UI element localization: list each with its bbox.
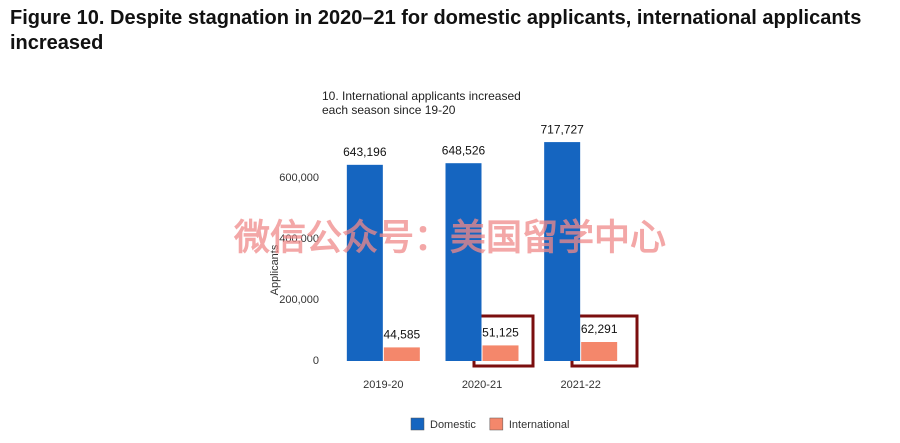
x-tick-label: 2019-20 (363, 379, 403, 391)
value-label: 648,526 (442, 143, 486, 157)
y-tick-label: 200,000 (279, 294, 319, 306)
legend-swatch (489, 417, 504, 431)
y-axis-label: Applicants (269, 244, 281, 295)
y-tick-label: 400,000 (279, 233, 319, 245)
y-tick-label: 600,000 (279, 172, 319, 184)
value-label: 643,196 (343, 145, 387, 159)
bar (544, 142, 581, 361)
bar (346, 164, 383, 361)
value-label: 62,291 (581, 322, 618, 336)
x-tick-label: 2021-22 (560, 379, 600, 391)
bar (482, 345, 519, 361)
chart-title: 10. International applicants increased e… (322, 89, 521, 117)
legend-label: International (509, 419, 570, 431)
bar (445, 163, 482, 361)
y-tick-label: 0 (313, 355, 319, 367)
legend-label: Domestic (430, 419, 476, 431)
value-label: 44,585 (383, 328, 420, 342)
value-label: 51,125 (482, 326, 519, 340)
watermark: 微信公众号：美国留学中心 (233, 217, 666, 258)
x-tick-label: 2020-21 (462, 379, 502, 391)
value-label: 717,727 (540, 122, 584, 136)
legend-swatch (410, 417, 425, 431)
figure-title: Figure 10. Despite stagnation in 2020–21… (10, 7, 862, 54)
bar (383, 347, 420, 361)
bar (581, 342, 618, 361)
